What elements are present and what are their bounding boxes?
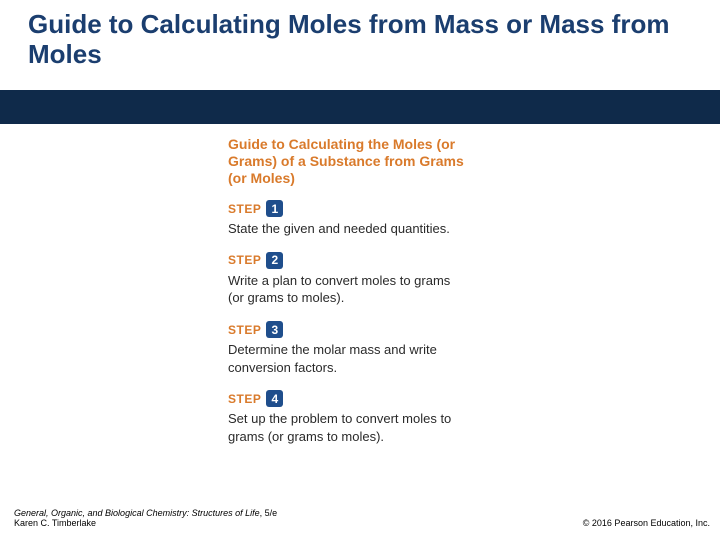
step-2: STEP 2 Write a plan to convert moles to … <box>228 252 464 307</box>
step-label: STEP <box>228 323 261 337</box>
step-number-box: 1 <box>266 200 283 217</box>
step-label: STEP <box>228 253 261 267</box>
step-label: STEP <box>228 202 261 216</box>
step-4: STEP 4 Set up the problem to convert mol… <box>228 390 464 445</box>
step-3-text: Determine the molar mass and write conve… <box>228 341 464 376</box>
step-number-box: 2 <box>266 252 283 269</box>
step-1: STEP 1 State the given and needed quanti… <box>228 200 464 238</box>
page-title: Guide to Calculating Moles from Mass or … <box>0 0 720 70</box>
step-3: STEP 3 Determine the molar mass and writ… <box>228 321 464 376</box>
step-1-text: State the given and needed quantities. <box>228 220 464 238</box>
guide-block: Guide to Calculating the Moles (or Grams… <box>228 136 464 445</box>
footer-copyright: © 2016 Pearson Education, Inc. <box>583 518 710 528</box>
footer-left: General, Organic, and Biological Chemist… <box>14 508 277 528</box>
divider-bar <box>0 90 720 124</box>
book-title: General, Organic, and Biological Chemist… <box>14 508 260 518</box>
slide: Guide to Calculating Moles from Mass or … <box>0 0 720 540</box>
book-edition: , 5/e <box>260 508 278 518</box>
step-2-text: Write a plan to convert moles to grams (… <box>228 272 464 307</box>
step-2-header: STEP 2 <box>228 252 464 269</box>
book-author: Karen C. Timberlake <box>14 518 96 528</box>
step-4-header: STEP 4 <box>228 390 464 407</box>
step-3-header: STEP 3 <box>228 321 464 338</box>
step-number-box: 3 <box>266 321 283 338</box>
step-4-text: Set up the problem to convert moles to g… <box>228 410 464 445</box>
step-label: STEP <box>228 392 261 406</box>
step-1-header: STEP 1 <box>228 200 464 217</box>
guide-heading: Guide to Calculating the Moles (or Grams… <box>228 136 464 186</box>
step-number-box: 4 <box>266 390 283 407</box>
